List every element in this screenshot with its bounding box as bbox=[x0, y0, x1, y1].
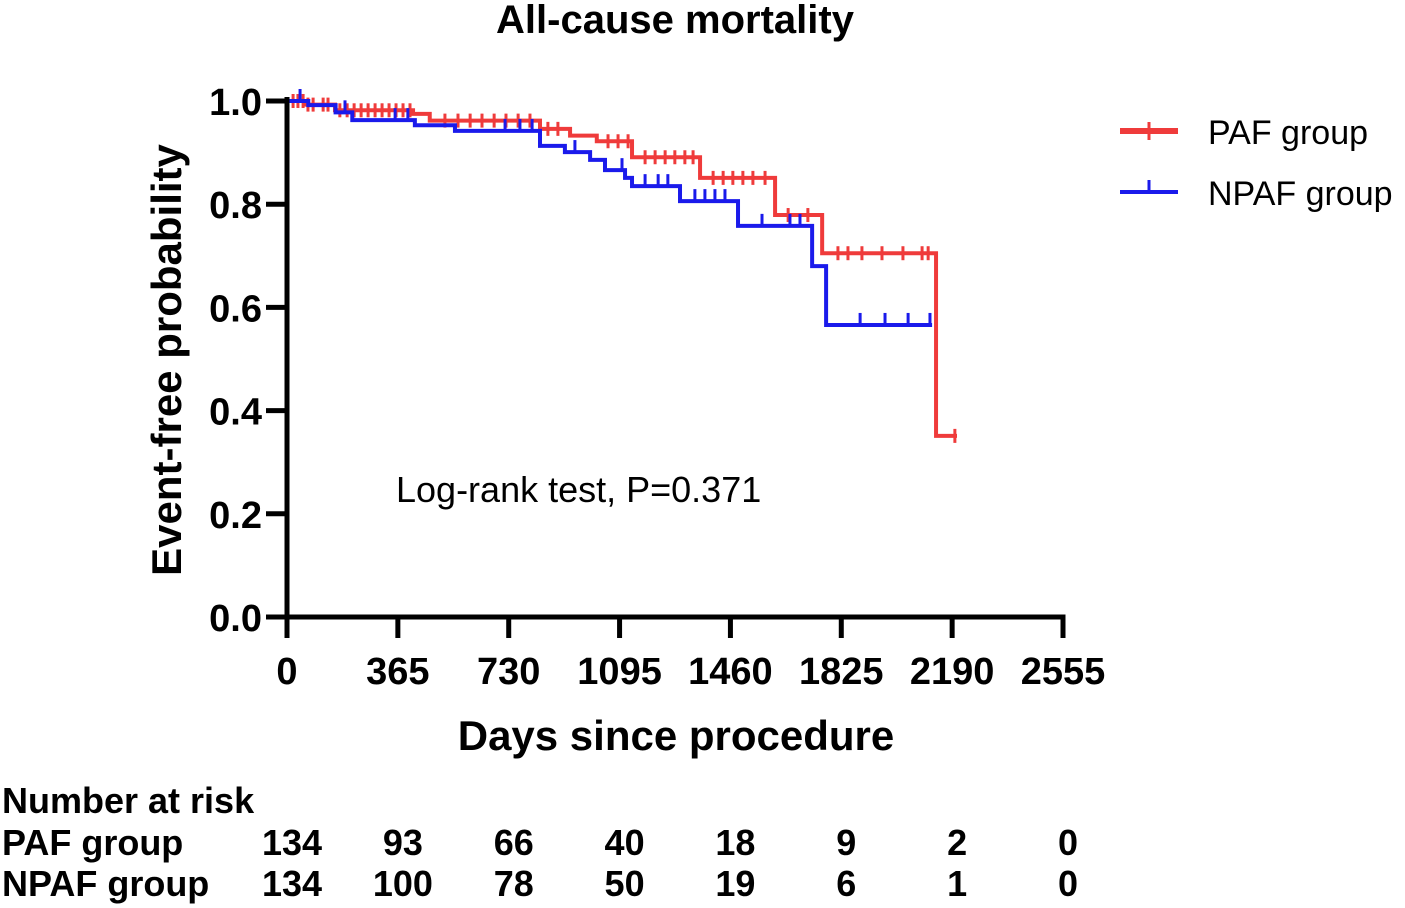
series-line-npaf bbox=[287, 99, 933, 327]
risk-value-npaf: 0 bbox=[1058, 863, 1078, 904]
risk-row-label-paf: PAF group bbox=[2, 822, 183, 863]
series-paf bbox=[287, 94, 958, 443]
chart-title: All-cause mortality bbox=[496, 0, 855, 42]
risk-table-title: Number at risk bbox=[2, 780, 255, 821]
series-line-paf bbox=[287, 99, 958, 438]
risk-value-paf: 0 bbox=[1058, 822, 1078, 863]
risk-value-npaf: 1 bbox=[947, 863, 967, 904]
x-tick-label: 1095 bbox=[577, 651, 662, 693]
risk-value-paf: 2 bbox=[947, 822, 967, 863]
legend-label-paf: PAF group bbox=[1208, 114, 1368, 152]
risk-value-paf: 93 bbox=[383, 822, 423, 863]
x-tick-label: 2555 bbox=[1021, 651, 1106, 693]
risk-value-npaf: 50 bbox=[605, 863, 645, 904]
y-tick-label: 0.8 bbox=[209, 185, 262, 227]
x-tick-label: 1460 bbox=[688, 651, 773, 693]
x-tick-label: 365 bbox=[366, 651, 429, 693]
x-tick-label: 0 bbox=[276, 651, 297, 693]
y-tick-label: 0.0 bbox=[209, 598, 262, 640]
risk-value-npaf: 19 bbox=[715, 863, 755, 904]
risk-value-npaf: 134 bbox=[262, 863, 322, 904]
legend-label-npaf: NPAF group bbox=[1208, 175, 1393, 213]
axes: 0.0 0.2 0.4 0.6 0.8 1.0 0 365 730 1095 1460 1825 219… bbox=[209, 82, 1105, 693]
x-tick-label: 730 bbox=[477, 651, 540, 693]
risk-table: Number at risk PAF group NPAF group 134 9… bbox=[2, 780, 1078, 904]
y-axis-label: Event-free probability bbox=[143, 143, 190, 575]
risk-values: 134 93 66 40 18 9 2 0 134 100 78 50 19 6 1 0 bbox=[262, 822, 1078, 904]
series-npaf bbox=[287, 89, 933, 327]
y-tick-label: 1.0 bbox=[209, 82, 262, 124]
x-axis-label: Days since procedure bbox=[458, 712, 895, 759]
x-tick-label: 2190 bbox=[910, 651, 995, 693]
risk-value-paf: 40 bbox=[605, 822, 645, 863]
legend: PAF group NPAF group bbox=[1120, 114, 1393, 213]
risk-value-npaf: 78 bbox=[494, 863, 534, 904]
plot-area bbox=[287, 89, 958, 443]
y-tick-label: 0.4 bbox=[209, 392, 262, 434]
logrank-annotation: Log-rank test, P=0.371 bbox=[396, 469, 761, 510]
risk-row-label-npaf: NPAF group bbox=[2, 863, 209, 904]
risk-value-paf: 66 bbox=[494, 822, 534, 863]
x-tick-label: 1825 bbox=[799, 651, 884, 693]
risk-value-paf: 9 bbox=[836, 822, 856, 863]
risk-value-npaf: 100 bbox=[373, 863, 433, 904]
legend-marks bbox=[1120, 122, 1178, 194]
risk-value-npaf: 6 bbox=[836, 863, 856, 904]
risk-value-paf: 18 bbox=[715, 822, 755, 863]
y-tick-label: 0.6 bbox=[209, 288, 262, 330]
risk-value-paf: 134 bbox=[262, 822, 322, 863]
y-tick-label: 0.2 bbox=[209, 495, 262, 537]
